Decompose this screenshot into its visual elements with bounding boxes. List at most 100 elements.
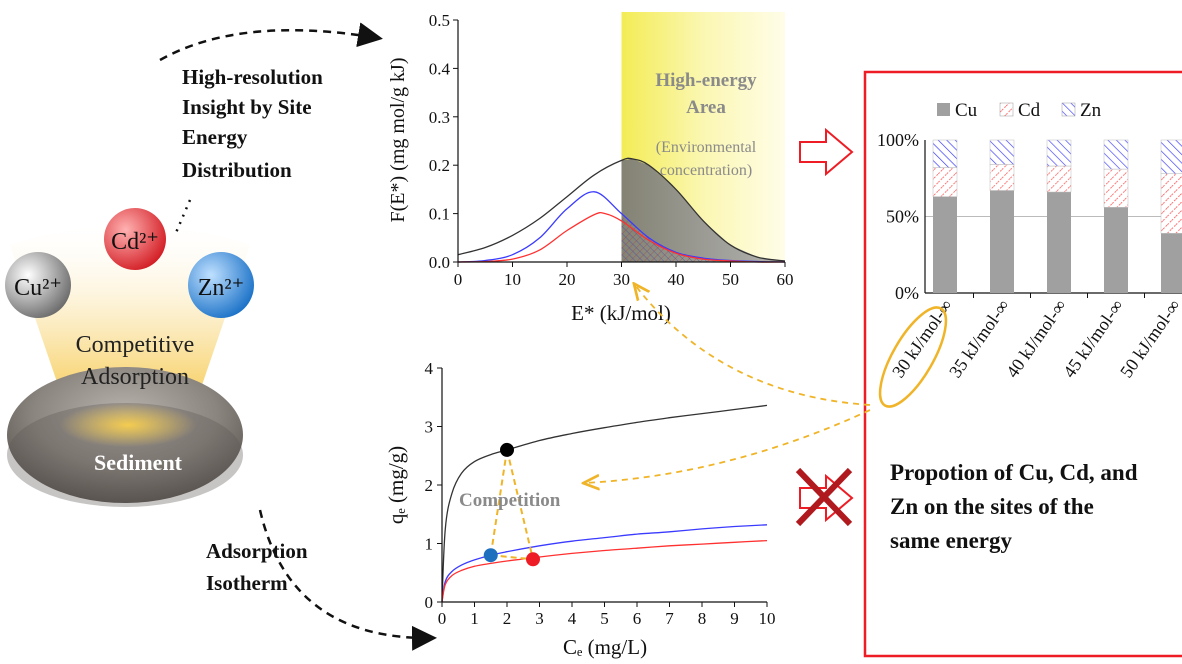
bar-segment-cu xyxy=(990,190,1014,293)
bar-segment-cd xyxy=(932,167,958,197)
iso-x-tick-label: 3 xyxy=(535,609,544,628)
iso-x-tick-label: 7 xyxy=(665,609,674,628)
iso-point-zn xyxy=(483,548,498,563)
bar-segment-zn xyxy=(1160,139,1182,174)
sed-annotation-line1: High-resolution xyxy=(182,65,323,89)
bar-segment-cd xyxy=(1160,173,1182,234)
iso-x-tick-label: 10 xyxy=(759,609,776,628)
bar-axes: 0% 50% 100% xyxy=(877,130,1182,303)
bar-segment-cu xyxy=(933,196,957,293)
site-energy-distribution-chart: 0 10 20 30 40 50 60 0.0 0.1 0.2 0.3 0.4 0.5 E* (kJ/m… xyxy=(387,11,794,325)
iso-annotation-line1: Adsorption xyxy=(206,539,308,563)
proportion-line1: Propotion of Cu, Cd, and xyxy=(890,460,1138,485)
sed-axes: 0 10 20 30 40 50 60 0.0 0.1 0.2 0.3 0.4 0.5 xyxy=(429,11,794,289)
sed-y-tick-label: 0.5 xyxy=(429,11,450,30)
competition-label: Competition xyxy=(459,490,561,511)
cd-ion-label: Cd²⁺ xyxy=(111,229,159,255)
bar-segment-cd xyxy=(1103,168,1129,208)
bar-y-tick-label: 0% xyxy=(895,283,919,303)
iso-x-tick-label: 2 xyxy=(503,609,512,628)
cu-ion-sphere xyxy=(5,252,71,318)
competitive-adsorption-illustration: Cd²⁺ Cu²⁺ Zn²⁺ Competitive Adsorption Se… xyxy=(5,208,254,507)
iso-y-tick-label: 2 xyxy=(425,476,434,495)
iso-y-tick-label: 3 xyxy=(425,418,434,437)
iso-x-tick-label: 1 xyxy=(470,609,479,628)
sed-y-tick-label: 0.0 xyxy=(429,253,450,272)
proportion-line2: Zn on the sites of the xyxy=(890,494,1094,519)
legend-label-cu: Cu xyxy=(955,100,978,121)
cu-ion-label: Cu²⁺ xyxy=(14,275,62,301)
sed-y-tick-label: 0.2 xyxy=(429,156,450,175)
legend-label-cd: Cd xyxy=(1018,100,1041,121)
bar-segment-cu xyxy=(1161,233,1182,293)
arrow-to-sed-chart xyxy=(159,22,383,62)
sed-annotation-line2: Insight by Site xyxy=(182,95,312,119)
iso-x-tick-label: 4 xyxy=(568,609,577,628)
arrow-to-isotherm xyxy=(258,509,437,651)
sed-series-line-0 xyxy=(457,157,786,262)
proportion-bar-chart: Cu Cd Zn 0%50%100% 30 kJ/mol-∞35 kJ/mol-∞4… xyxy=(877,100,1182,381)
high-energy-title-line2: Area xyxy=(686,97,726,118)
bar-y-tick-label: 100% xyxy=(877,130,919,150)
competition-links xyxy=(489,449,534,561)
iso-x-tick-label: 9 xyxy=(730,609,739,628)
sediment-label: Sediment xyxy=(94,450,183,475)
iso-x-tick-label: 5 xyxy=(600,609,609,628)
adsorption-isotherm-chart: 0 1 2 3 4 5 6 7 8 9 10 0 1 2 3 4 Cₑ (mg/L) qₑ (mg/g) Co… xyxy=(384,359,776,659)
iso-point-cu xyxy=(500,442,514,457)
sed-x-tick-label: 0 xyxy=(454,270,463,289)
legend-swatch-cd xyxy=(999,102,1014,117)
zn-ion-sphere xyxy=(188,252,254,318)
iso-y-tick-label: 4 xyxy=(425,359,434,378)
bar-segment-cu xyxy=(1104,207,1128,293)
bar-segment-cd xyxy=(989,164,1015,191)
hollow-arrow-right xyxy=(799,127,854,177)
annotation-text: High-resolution Insight by Site Energy D… xyxy=(182,65,1138,595)
iso-annotation-line2: Isotherm xyxy=(206,571,288,595)
iso-point-cd xyxy=(526,552,540,567)
high-energy-note-line2: concentration) xyxy=(660,162,752,179)
iso-axes: 0 1 2 3 4 5 6 7 8 9 10 0 1 2 3 4 xyxy=(425,359,776,628)
sed-x-label: E* (kJ/mol) xyxy=(571,301,671,325)
bar-segment-zn xyxy=(1046,139,1072,167)
bar-segment-cu xyxy=(1047,192,1071,293)
sed-series-line-2 xyxy=(457,211,786,263)
sed-x-tick-label: 30 xyxy=(613,270,630,289)
iso-y-label: qₑ (mg/g) xyxy=(384,446,408,524)
sed-x-tick-label: 50 xyxy=(722,270,739,289)
sed-annotation-line3: Energy xyxy=(182,125,248,149)
high-energy-hatched-area xyxy=(621,213,785,262)
sed-x-tick-label: 20 xyxy=(559,270,576,289)
competitive-label: Competitive xyxy=(76,332,195,358)
legend-label-zn: Zn xyxy=(1080,100,1102,121)
iso-y-tick-label: 0 xyxy=(425,593,434,612)
sed-x-tick-label: 10 xyxy=(504,270,521,289)
adsorption-label: Adsorption xyxy=(81,364,189,390)
bar-segment-zn xyxy=(1103,139,1129,170)
zn-ion-label: Zn²⁺ xyxy=(198,275,245,301)
legend-swatch-cu xyxy=(937,103,950,116)
sed-y-label: F(E*) (mg mol/g kJ) xyxy=(387,58,409,223)
high-energy-note-line1: (Environmental xyxy=(656,139,757,156)
cd-ion-sphere xyxy=(104,208,166,270)
yellow-arrow-to-iso xyxy=(585,409,871,483)
iso-x-tick-label: 6 xyxy=(633,609,642,628)
iso-x-tick-label: 8 xyxy=(698,609,707,628)
yellow-arrow-to-sed xyxy=(635,285,871,406)
cross-mark-icon xyxy=(795,467,853,527)
high-energy-gray-area xyxy=(621,158,785,262)
proportion-panel-frame xyxy=(863,70,1182,658)
iso-series-line-1 xyxy=(441,524,768,603)
iso-y-tick-label: 1 xyxy=(425,535,434,554)
sed-x-tick-label: 40 xyxy=(668,270,685,289)
high-energy-title-line1: High-energy xyxy=(655,70,757,91)
iso-x-tick-label: 0 xyxy=(438,609,447,628)
sed-y-tick-label: 0.1 xyxy=(429,205,450,224)
bar-segment-zn xyxy=(989,139,1015,165)
sediment-glow xyxy=(60,403,196,447)
highlight-30-ellipse xyxy=(878,306,948,408)
sed-y-tick-label: 0.3 xyxy=(429,108,450,127)
bar-y-tick-label: 50% xyxy=(886,207,919,227)
legend-swatch-zn xyxy=(1061,102,1076,117)
sed-x-tick-label: 60 xyxy=(777,270,794,289)
